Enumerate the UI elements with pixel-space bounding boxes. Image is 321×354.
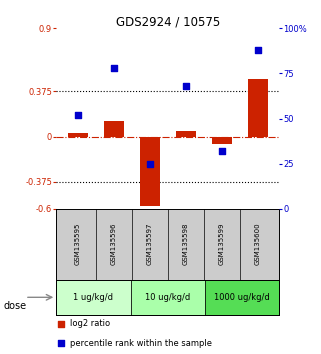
Point <box>206 266 211 271</box>
Text: GSM135596: GSM135596 <box>111 223 117 266</box>
Text: GSM135600: GSM135600 <box>255 223 261 266</box>
Text: log2 ratio: log2 ratio <box>70 319 110 329</box>
Bar <box>140 137 160 206</box>
Bar <box>131 280 205 315</box>
Bar <box>104 121 124 137</box>
Title: GDS2924 / 10575: GDS2924 / 10575 <box>116 15 220 28</box>
Bar <box>212 137 231 144</box>
Text: 1000 ug/kg/d: 1000 ug/kg/d <box>214 293 270 302</box>
Bar <box>176 131 195 137</box>
Bar <box>205 280 279 315</box>
Point <box>111 65 116 71</box>
Point <box>219 148 224 154</box>
Text: GSM135599: GSM135599 <box>219 223 225 266</box>
Text: dose: dose <box>3 301 26 311</box>
Point <box>206 88 211 94</box>
Text: 1 ug/kg/d: 1 ug/kg/d <box>74 293 113 302</box>
Point <box>75 112 80 118</box>
Bar <box>248 79 268 137</box>
Point <box>147 161 152 166</box>
Text: 10 ug/kg/d: 10 ug/kg/d <box>145 293 190 302</box>
Text: percentile rank within the sample: percentile rank within the sample <box>70 339 212 348</box>
Text: GSM135597: GSM135597 <box>147 223 153 266</box>
Point <box>183 83 188 89</box>
Point <box>255 47 260 53</box>
Bar <box>56 280 131 315</box>
Text: GSM135598: GSM135598 <box>183 223 189 266</box>
Bar <box>68 133 88 137</box>
Text: GSM135595: GSM135595 <box>75 223 81 266</box>
